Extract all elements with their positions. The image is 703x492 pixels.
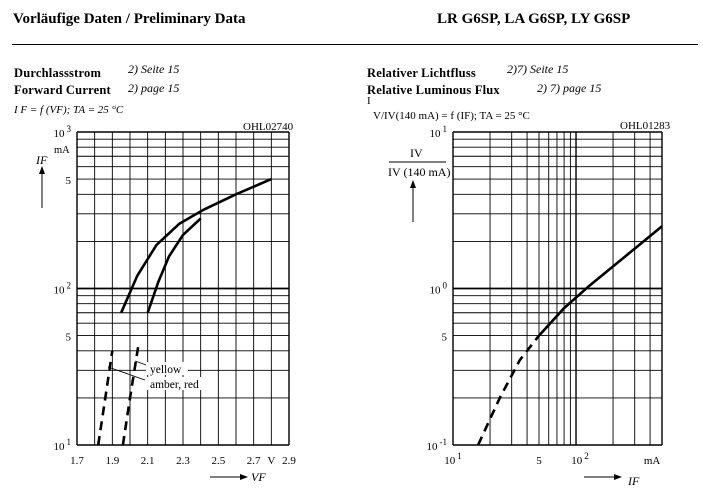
y-axis-label: IF (35, 153, 48, 167)
annot-bg (146, 377, 210, 390)
y-label-numerator: IV (410, 146, 423, 160)
x-tick-label: 2.7 (247, 455, 261, 467)
y-tick-label: 10 0 (430, 281, 448, 297)
series-0-solid (538, 225, 663, 337)
y-axis-arrow-head (410, 180, 416, 188)
annotation-yellow: yellow (150, 364, 182, 376)
x-tick-label: 1.9 (105, 455, 119, 467)
right-formula-i: I (367, 95, 371, 107)
left-formula: I F = f (VF); TA = 25 °C (14, 104, 124, 116)
leader-yellow (107, 366, 146, 381)
left-note-de: 2) Seite 15 (128, 62, 180, 76)
y-tick-label: 5 (442, 332, 448, 344)
y-tick-label: 5 (66, 332, 72, 344)
x-tick-label: 2.1 (141, 455, 155, 467)
x-tick-label: V (267, 455, 275, 467)
x-tick-label: 10 2 (571, 451, 589, 467)
left-title-en: Forward Current (14, 83, 111, 97)
part-numbers: LR G6SP, LA G6SP, LY G6SP (437, 11, 631, 27)
x-axis-label: VF (251, 470, 266, 484)
header-rule (12, 44, 698, 45)
right-note-de: 2)7) Seite 15 (507, 62, 569, 76)
x-tick-label: 1.7 (70, 455, 84, 467)
x-tick-label: 10 1 (444, 451, 462, 467)
right-chart-code: OHL01283 (620, 120, 671, 132)
x-axis-label: IF (627, 474, 640, 488)
right-title-de: Relativer Lichtfluss (367, 66, 476, 80)
right-formula: V/IV(140 mA) = f (IF); TA = 25 °C (373, 110, 530, 122)
x-axis-arrow-head (614, 474, 622, 480)
y-label-denominator: IV (140 mA) (388, 165, 450, 179)
series-1-solid (146, 217, 202, 314)
right-note-en: 2) 7) page 15 (537, 81, 602, 95)
series-0-dashed (476, 334, 541, 446)
series-0-dashed (96, 350, 114, 446)
x-tick-label: 2.5 (211, 455, 225, 467)
annot-bg (146, 362, 188, 375)
annotation-amber-red: amber, red (150, 379, 199, 391)
y-tick-label: 10 3 (54, 124, 72, 140)
y-tick-label: 5 (66, 175, 72, 187)
right-title-en: Relative Luminous Flux (367, 83, 500, 97)
y-tick-label: 10 1 (430, 124, 448, 140)
left-chart-code: OHL02740 (243, 121, 294, 133)
x-unit: mA (644, 455, 661, 467)
relative-luminous-flux-chart: 10 1 5 10 2 mA 10 -1 5 10 0 10 1 IV IV (140 mA) IF (388, 124, 663, 488)
y-axis-arrow-head (39, 166, 45, 174)
y-tick-label: 10 1 (54, 437, 72, 453)
x-tick-label: 2.9 (282, 455, 296, 467)
series-0-solid (120, 177, 272, 314)
document-title: Vorläufige Daten / Preliminary Data (13, 11, 246, 27)
x-tick-label: 5 (536, 455, 542, 467)
y-tick-label: 10 -1 (427, 437, 448, 453)
series-1-dashed (121, 342, 141, 446)
left-title-de: Durchlassstrom (14, 66, 102, 80)
y-tick-label: 10 2 (54, 281, 72, 297)
x-tick-label: 2.3 (176, 455, 190, 467)
forward-current-chart: 1.7 1.9 2.1 2.3 2.5 2.7 2.9 V 10 1 5 10 2 5 10 3 mA IF VF y… (35, 124, 296, 484)
left-note-en: 2) page 15 (128, 81, 180, 95)
y-unit: mA (54, 145, 70, 156)
x-axis-arrow-head (240, 474, 248, 480)
